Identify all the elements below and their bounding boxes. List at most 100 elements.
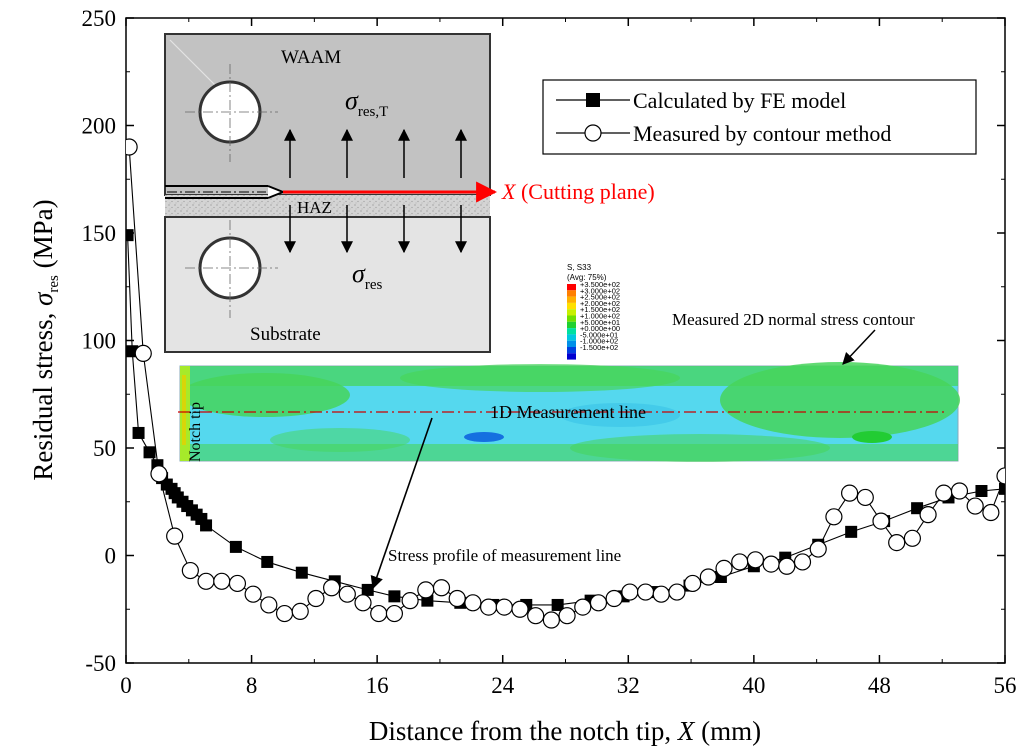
colorbar-label: +3.000e+02 xyxy=(580,286,620,295)
measured-data-point xyxy=(841,484,859,502)
measured-data-point xyxy=(935,484,953,502)
x-tick-label: 16 xyxy=(366,673,389,698)
y-tick-label: -50 xyxy=(85,651,116,676)
measured-data-point xyxy=(778,557,796,575)
measured-data-point xyxy=(982,503,1000,522)
fe-data-point xyxy=(911,502,924,515)
measured-data-point xyxy=(793,553,812,571)
colorbar-swatch xyxy=(567,353,576,360)
colorbar-swatch xyxy=(567,340,576,347)
measured-data-point xyxy=(385,604,404,623)
contour-legend-subtitle: (Avg: 75%) xyxy=(567,273,607,282)
measured-data-point xyxy=(621,583,639,601)
measured-data-point xyxy=(370,604,388,623)
label-sigma-res-t: σres,T xyxy=(345,86,388,120)
measured-data-point xyxy=(996,467,1005,485)
measured-data-point xyxy=(527,607,545,625)
measured-data-point xyxy=(825,508,843,526)
cutting-plane-label: X (Cutting plane) xyxy=(501,179,655,204)
measured-data-point xyxy=(668,583,686,601)
measured-data-point xyxy=(605,589,623,608)
x-tick-label: 56 xyxy=(994,673,1017,698)
fe-data-point xyxy=(132,426,145,439)
fe-data-point xyxy=(845,525,858,538)
fe-data-point xyxy=(261,555,274,568)
fe-data-point xyxy=(361,583,374,596)
annotation-contour-arrow xyxy=(842,329,876,365)
colorbar-label: +1.000e+02 xyxy=(580,312,620,321)
contour-strip: Notch tip 1D Measurement line xyxy=(178,362,960,462)
measured-data-point xyxy=(197,572,215,590)
measured-data-point xyxy=(244,585,262,603)
measured-data-point xyxy=(574,598,592,616)
label-haz: HAZ xyxy=(297,198,332,217)
fe-data-point xyxy=(388,590,401,603)
measured-data-point xyxy=(919,506,937,524)
y-tick-label: 50 xyxy=(93,436,116,461)
legend-label-fe: Calculated by FE model xyxy=(633,88,846,113)
contour-legend: S, S33 (Avg: 75%) +3.500e+02+3.000e+02+2… xyxy=(567,263,620,360)
fe-data-point xyxy=(229,540,242,553)
contour-colorbar: +3.500e+02+3.000e+02+2.500e+02+2.000e+02… xyxy=(567,280,620,360)
colorbar-swatch xyxy=(567,328,576,335)
y-tick-label: 250 xyxy=(82,6,117,31)
measured-data-point xyxy=(354,594,372,612)
measured-data-point xyxy=(856,488,874,507)
x-tick-label: 8 xyxy=(246,673,258,698)
measured-data-point xyxy=(558,607,576,625)
legend-box xyxy=(542,79,977,155)
label-substrate: Substrate xyxy=(250,324,321,345)
tension-arrows-down xyxy=(284,205,467,254)
measured-data-point xyxy=(699,568,717,586)
x-tick-label: 40 xyxy=(742,673,765,698)
measured-data-point xyxy=(323,579,341,597)
fe-data-point xyxy=(200,519,213,532)
colorbar-label: -1.500e+02 xyxy=(580,343,618,352)
measured-data-point xyxy=(762,555,780,573)
measured-data-point xyxy=(126,138,138,156)
fe-data-point xyxy=(126,229,134,242)
measured-data-point xyxy=(950,482,969,500)
y-tick-label: 0 xyxy=(105,544,117,569)
measured-data-point xyxy=(746,551,765,569)
annotation-profile: Stress profile of measurement line xyxy=(388,546,621,565)
measured-data-point xyxy=(338,585,356,603)
label-sigma-res: σres xyxy=(352,259,382,293)
colorbar-swatch xyxy=(567,302,576,310)
measured-data-point xyxy=(432,579,451,597)
measured-data-point xyxy=(166,527,184,545)
fe-data-point xyxy=(975,485,988,497)
measured-data-point xyxy=(228,574,247,593)
measured-data-point xyxy=(809,540,827,558)
colorbar-swatch xyxy=(567,296,576,303)
colorbar-label: +1.500e+02 xyxy=(580,305,620,314)
measured-data-point xyxy=(652,585,670,603)
measured-data-point xyxy=(903,529,921,547)
colorbar-swatch xyxy=(567,309,576,316)
measured-data-point xyxy=(495,598,513,616)
colorbar-swatch xyxy=(567,347,576,354)
measured-data-point xyxy=(291,602,309,621)
label-measurement-line: 1D Measurement line xyxy=(490,402,646,422)
measured-data-point xyxy=(307,589,325,608)
series-layer xyxy=(126,138,1005,629)
colorbar-label: +5.000e+01 xyxy=(580,318,620,327)
measured-data-point xyxy=(872,512,890,530)
measured-data-point xyxy=(275,604,294,623)
colorbar-swatch xyxy=(567,321,576,329)
fe-data-point xyxy=(999,482,1005,495)
label-waam: WAAM xyxy=(281,47,341,68)
measured-data-point xyxy=(181,561,199,580)
contour-legend-title: S, S33 xyxy=(567,263,592,272)
colorbar-label: -5.000e+01 xyxy=(580,330,618,339)
legend-marker-measured xyxy=(584,124,602,142)
measured-data-point xyxy=(134,344,152,362)
measured-data-point xyxy=(966,497,984,515)
measured-data-point xyxy=(731,553,749,571)
colorbar-swatch xyxy=(567,334,576,341)
tension-arrows-up xyxy=(284,128,467,178)
fe-data-point xyxy=(126,345,139,358)
x-axis-label: Distance from the notch tip, X (mm) xyxy=(369,716,761,746)
